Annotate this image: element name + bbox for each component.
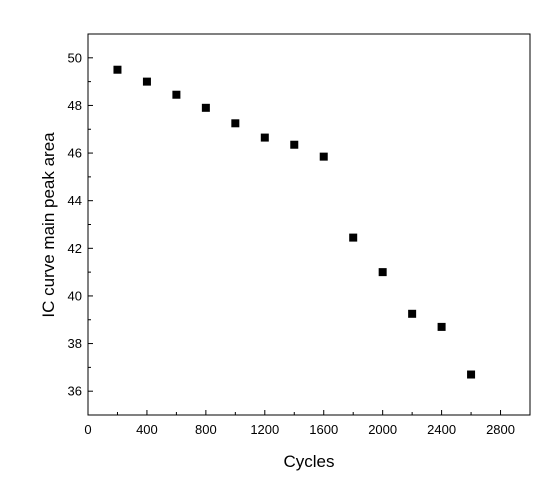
y-tick-label: 48 — [68, 98, 82, 113]
data-point — [378, 268, 387, 277]
x-tick-label: 2400 — [427, 422, 456, 437]
data-point — [113, 65, 122, 74]
y-tick-label: 46 — [68, 146, 82, 161]
data-point — [172, 90, 181, 99]
x-tick-label: 1200 — [250, 422, 279, 437]
data-point — [290, 140, 299, 149]
data-point — [201, 103, 210, 112]
y-axis-ticks: 36 38 40 42 44 46 48 50 — [68, 33, 93, 416]
y-tick-label: 42 — [68, 241, 82, 256]
data-point — [260, 133, 269, 142]
x-tick-label: 800 — [195, 422, 217, 437]
data-point — [319, 152, 328, 161]
data-point — [349, 233, 358, 242]
y-tick-label: 50 — [68, 50, 82, 65]
data-point — [142, 77, 151, 86]
y-tick-label: 36 — [68, 384, 82, 399]
data-point — [408, 309, 417, 318]
x-axis-title: Cycles — [283, 452, 334, 471]
data-point — [467, 370, 476, 379]
x-tick-label: 400 — [136, 422, 158, 437]
data-point — [231, 119, 240, 128]
data-point — [437, 322, 446, 331]
plot-frame — [87, 33, 531, 416]
y-tick-label: 38 — [68, 336, 82, 351]
x-tick-label: 0 — [84, 422, 91, 437]
x-axis-ticks: 0 400 800 1200 1600 2000 2400 2800 — [84, 410, 515, 437]
x-tick-label: 2000 — [368, 422, 397, 437]
y-tick-label: 40 — [68, 288, 82, 303]
x-tick-label: 2800 — [486, 422, 515, 437]
data-points — [113, 65, 476, 379]
x-tick-label: 1600 — [309, 422, 338, 437]
y-tick-label: 44 — [68, 193, 82, 208]
y-axis-title: IC curve main peak area — [39, 132, 58, 318]
